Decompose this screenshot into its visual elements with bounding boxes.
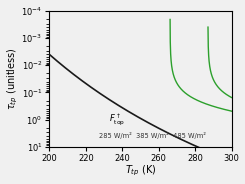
X-axis label: $T_{tp}$ (K): $T_{tp}$ (K) <box>125 164 156 178</box>
Text: $F^{\uparrow}_{\mathrm{top}}$: $F^{\uparrow}_{\mathrm{top}}$ <box>110 112 125 128</box>
Text: 285 W/m²  385 W/m²  485 W/m²: 285 W/m² 385 W/m² 485 W/m² <box>98 132 206 139</box>
Y-axis label: $\tau_{tp}$ (unitless): $\tau_{tp}$ (unitless) <box>6 47 20 110</box>
